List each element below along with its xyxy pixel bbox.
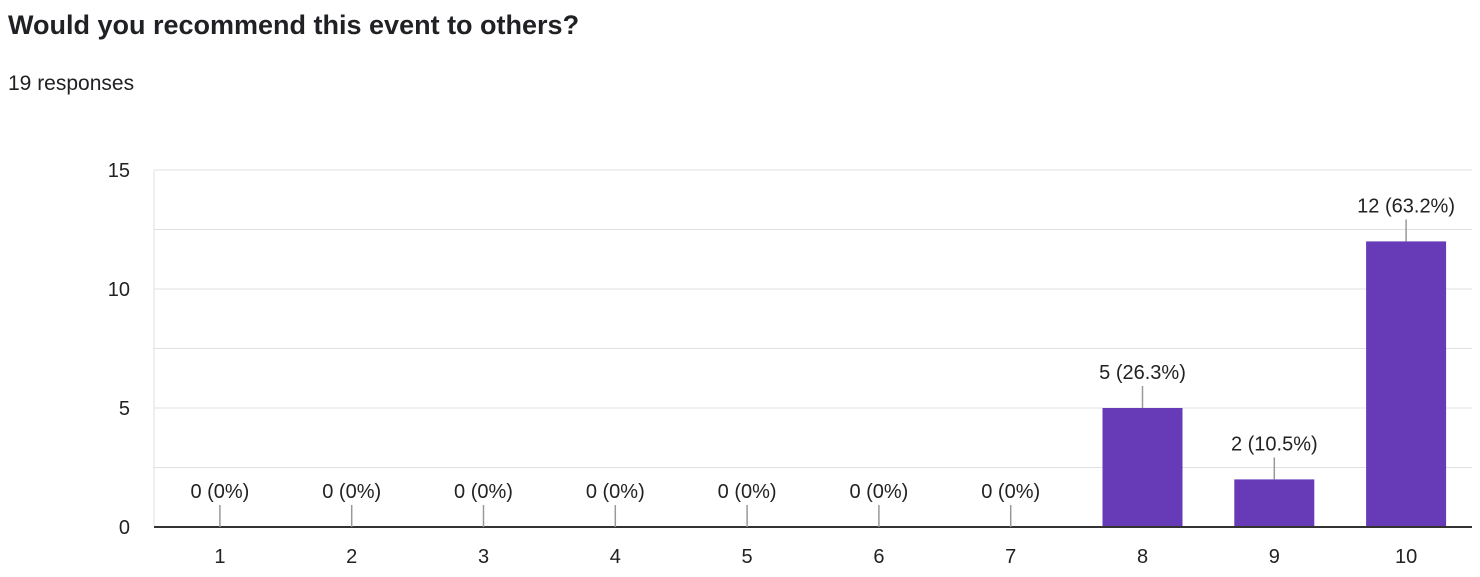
bar — [1366, 241, 1447, 527]
data-label: 2 (10.5%) — [1231, 433, 1318, 455]
x-tick-label: 10 — [1395, 546, 1417, 568]
bar — [1102, 408, 1183, 527]
y-tick-label: 10 — [108, 279, 130, 301]
data-labels: 0 (0%) 0 (0%) 0 (0%) 0 (0%) 0 (0%) 0 (0%) 0 (0… — [190, 195, 1455, 527]
x-tick-label: 4 — [610, 546, 621, 568]
x-tick-label: 5 — [742, 546, 753, 568]
axes: 0 5 10 15 1 2 3 4 5 6 7 8 9 10 — [108, 160, 1472, 568]
data-label: 0 (0%) — [849, 481, 908, 503]
data-label: 12 (63.2%) — [1357, 195, 1455, 217]
data-label: 0 (0%) — [586, 481, 645, 503]
data-label: 0 (0%) — [322, 481, 381, 503]
question-title: Would you recommend this event to others… — [8, 10, 580, 40]
bar — [1234, 479, 1315, 527]
x-tick-label: 9 — [1269, 546, 1280, 568]
y-tick-label: 5 — [119, 398, 130, 420]
x-tick-label: 1 — [214, 546, 225, 568]
data-label: 0 (0%) — [190, 481, 249, 503]
x-tick-label: 8 — [1137, 546, 1148, 568]
x-tick-label: 2 — [346, 546, 357, 568]
y-tick-label: 15 — [108, 160, 130, 182]
y-tick-label: 0 — [119, 517, 130, 539]
grid-lines — [153, 169, 1472, 527]
bars — [1102, 241, 1447, 527]
responses-count: 19 responses — [8, 72, 135, 95]
data-label: 0 (0%) — [981, 481, 1040, 503]
data-label: 0 (0%) — [454, 481, 513, 503]
x-tick-label: 6 — [873, 546, 884, 568]
x-tick-label: 7 — [1005, 546, 1016, 568]
data-label: 0 (0%) — [718, 481, 777, 503]
data-label: 5 (26.3%) — [1099, 362, 1186, 384]
x-tick-label: 3 — [478, 546, 489, 568]
